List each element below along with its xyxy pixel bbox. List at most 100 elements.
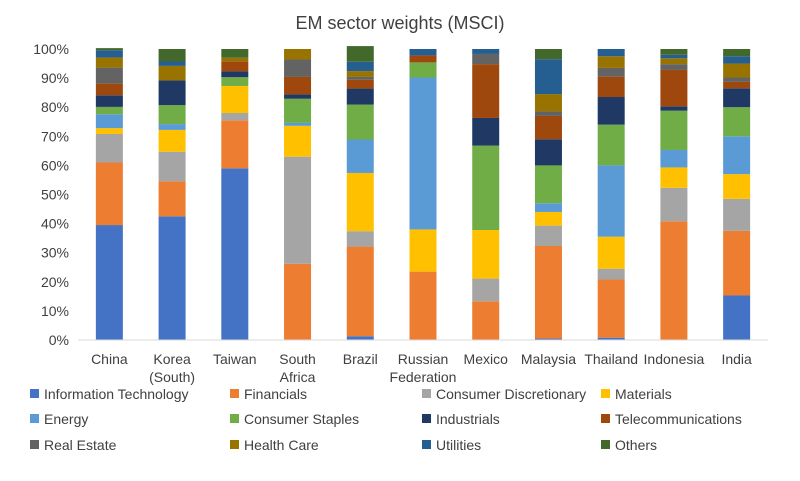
x-tick-label: Korea	[153, 351, 191, 367]
bar-segment	[660, 106, 688, 111]
bar-segment	[534, 203, 562, 212]
bar-segment	[221, 77, 249, 86]
legend-swatch	[601, 440, 610, 449]
legend-label: Industrials	[436, 411, 500, 427]
bar-segment	[597, 76, 625, 98]
bar-segment	[472, 117, 500, 146]
bars-group	[95, 46, 751, 340]
y-tick-label: 40%	[41, 216, 69, 232]
bar-segment	[597, 337, 625, 340]
legend-label: Consumer Discretionary	[436, 386, 586, 402]
y-axis: 0% 10% 20% 30% 40% 50% 60% 70% 80% 90% 100%	[33, 41, 69, 348]
bar-segment	[597, 97, 625, 125]
legend-swatch	[230, 414, 239, 423]
legend-swatch	[30, 440, 39, 449]
bar-segment	[534, 211, 562, 226]
bar-segment	[346, 79, 374, 89]
bar-segment	[660, 221, 688, 340]
bar-segment	[158, 105, 186, 125]
bar-segment	[158, 181, 186, 217]
bar-segment	[409, 77, 437, 230]
bar-segment	[409, 49, 437, 56]
bar-segment	[95, 50, 123, 58]
bar-segment	[597, 49, 625, 57]
x-tick-label: Brazil	[343, 351, 378, 367]
legend-swatch	[601, 389, 610, 398]
bar-segment	[346, 231, 374, 247]
x-tick-label: Mexico	[464, 351, 509, 367]
legend-label: Consumer Staples	[244, 411, 359, 427]
bar-segment	[723, 88, 751, 108]
legend-label: Real Estate	[44, 437, 117, 453]
bar-segment	[284, 76, 312, 95]
bar-segment	[723, 63, 751, 78]
bar-segment	[95, 133, 123, 163]
y-tick-label: 80%	[41, 99, 69, 115]
bar-segment	[534, 338, 562, 340]
y-tick-label: 50%	[41, 187, 69, 203]
bar-segment	[660, 69, 688, 107]
bar-segment	[660, 64, 688, 70]
y-tick-label: 70%	[41, 128, 69, 144]
bar-segment	[95, 162, 123, 226]
bar-segment	[346, 71, 374, 77]
legend-swatch	[422, 440, 431, 449]
bar-segment	[158, 49, 186, 62]
bar-segment	[723, 174, 751, 199]
bar-segment	[221, 57, 249, 62]
bar-segment	[346, 88, 374, 105]
x-tick-label: Taiwan	[213, 351, 257, 367]
bar-segment	[409, 271, 437, 340]
legend-swatch	[230, 389, 239, 398]
bar-segment	[284, 263, 312, 340]
x-tick-label: Thailand	[584, 351, 638, 367]
bar-segment	[660, 187, 688, 222]
bar-segment	[534, 165, 562, 204]
bar-segment	[597, 165, 625, 237]
bar-segment	[95, 106, 123, 115]
bar-segment	[158, 216, 186, 340]
bar-segment	[660, 149, 688, 168]
bar-segment	[158, 151, 186, 182]
bar-segment	[472, 64, 500, 118]
bar-segment	[284, 59, 312, 77]
bar-segment	[660, 110, 688, 150]
bar-segment	[534, 111, 562, 116]
bar-segment	[95, 225, 123, 340]
bar-segment	[95, 57, 123, 68]
x-tick-label: (South)	[149, 369, 195, 385]
bar-segment	[346, 336, 374, 340]
bar-segment	[472, 301, 500, 340]
legend-label: Financials	[244, 386, 307, 402]
bar-segment	[95, 67, 123, 84]
bar-segment	[221, 85, 249, 114]
bar-segment	[158, 65, 186, 81]
bar-segment	[95, 48, 123, 51]
bar-segment	[95, 128, 123, 134]
bar-segment	[346, 76, 374, 80]
bar-segment	[409, 55, 437, 63]
legend-label: Health Care	[244, 437, 319, 453]
bar-segment	[534, 115, 562, 140]
legend-swatch	[422, 414, 431, 423]
bar-segment	[158, 61, 186, 66]
legend-swatch	[30, 389, 39, 398]
bar-segment	[158, 80, 186, 106]
bar-segment	[284, 49, 312, 60]
bar-segment	[472, 278, 500, 302]
legend-label: Materials	[615, 386, 672, 402]
legend-swatch	[601, 414, 610, 423]
y-tick-label: 60%	[41, 157, 69, 173]
y-tick-label: 10%	[41, 303, 69, 319]
chart-title: EM sector weights (MSCI)	[295, 13, 504, 33]
bar-segment	[409, 62, 437, 78]
bar-segment	[534, 246, 562, 339]
bar-segment	[284, 122, 312, 126]
bar-segment	[472, 49, 500, 54]
bar-segment	[534, 225, 562, 247]
bar-segment	[723, 81, 751, 89]
bar-segment	[346, 172, 374, 232]
bar-segment	[660, 49, 688, 55]
